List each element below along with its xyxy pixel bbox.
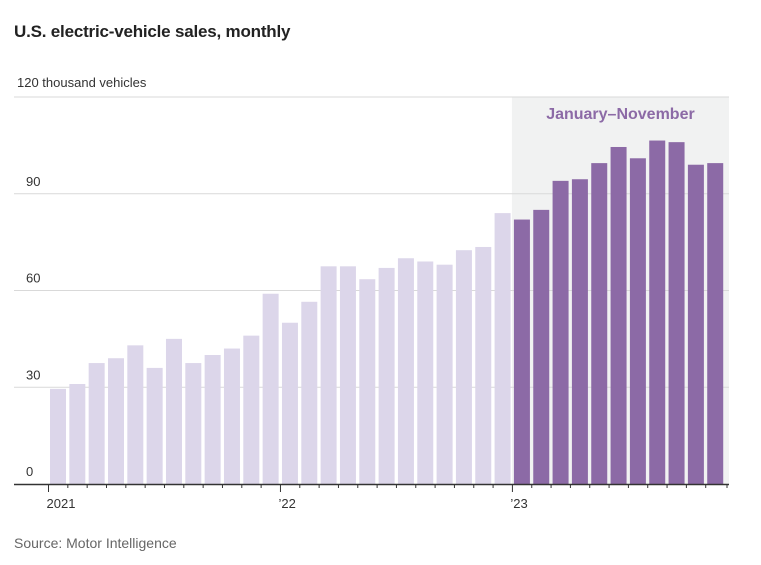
bar <box>339 266 356 484</box>
bar <box>397 258 414 484</box>
bar <box>475 246 492 484</box>
bar <box>668 142 685 484</box>
y-tick-label: 30 <box>26 367 40 382</box>
bar <box>301 301 318 484</box>
chart-title: U.S. electric-vehicle sales, monthly <box>14 22 291 41</box>
source-note: Source: Motor Intelligence <box>14 535 177 551</box>
y-tick-label: 90 <box>26 174 40 189</box>
bar <box>127 345 144 484</box>
y-tick-label: 60 <box>26 271 40 286</box>
bar <box>204 355 221 484</box>
bar <box>649 140 666 484</box>
bar <box>223 348 240 484</box>
bar <box>417 261 434 484</box>
bar <box>107 358 124 484</box>
year-annotation: January–November <box>546 106 695 123</box>
bar <box>610 146 627 485</box>
bars <box>50 140 724 485</box>
bar <box>185 363 202 484</box>
bar <box>69 384 86 484</box>
bar <box>320 266 337 484</box>
bar <box>50 388 66 484</box>
x-ticks: 2021 ’22 ’23 <box>47 484 728 511</box>
bar <box>146 367 163 484</box>
bar <box>281 322 298 484</box>
bar <box>455 250 472 484</box>
bar <box>88 363 105 484</box>
bar <box>436 264 453 484</box>
bar <box>687 164 704 484</box>
bar <box>533 209 550 484</box>
y-tick-labels: 0 30 60 90 <box>26 174 40 479</box>
bar <box>378 267 395 484</box>
bar <box>707 163 724 485</box>
bar <box>552 180 569 484</box>
x-tick-label: ’23 <box>510 496 527 511</box>
x-tick-label: ’22 <box>278 496 295 511</box>
bar <box>262 293 279 484</box>
bar <box>359 279 376 484</box>
y-axis-unit-label: 120 thousand vehicles <box>17 75 147 90</box>
y-tick-label: 0 <box>26 464 33 479</box>
x-tick-label: 2021 <box>47 496 76 511</box>
bar <box>629 158 646 484</box>
bar <box>494 213 511 484</box>
bar <box>243 335 260 484</box>
bar <box>165 338 182 484</box>
bar <box>591 163 608 485</box>
bar <box>571 179 588 485</box>
bar <box>513 219 530 485</box>
